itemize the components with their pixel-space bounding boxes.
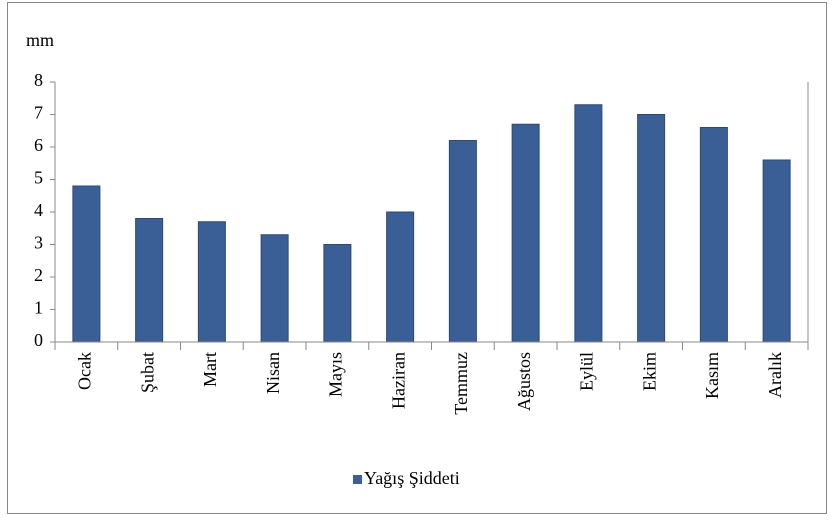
x-tick-label: Aralık — [765, 352, 785, 398]
y-tick-label: 0 — [34, 330, 43, 350]
x-tick-label: Haziran — [388, 352, 408, 409]
x-tick-label: Ocak — [75, 352, 95, 390]
y-tick-label: 2 — [34, 265, 43, 285]
bar — [72, 185, 101, 343]
x-tick-label: Nisan — [263, 352, 283, 394]
bar — [323, 244, 352, 343]
bar — [699, 127, 728, 343]
x-tick-label: Eylül — [577, 352, 597, 391]
y-tick-label: 1 — [34, 298, 43, 318]
bar — [386, 211, 415, 343]
y-tick-label: 3 — [34, 233, 43, 253]
bar — [574, 104, 603, 343]
y-tick-label: 6 — [34, 135, 43, 155]
x-tick-label: Kasım — [702, 352, 722, 399]
legend-swatch — [353, 475, 362, 484]
x-tick-label: Mart — [200, 352, 220, 387]
y-tick-label: 5 — [34, 168, 43, 188]
bar — [260, 234, 289, 343]
bar — [511, 123, 540, 343]
y-tick-label: 4 — [34, 200, 43, 220]
y-tick-label: 7 — [34, 103, 43, 123]
x-tick-label: Ekim — [639, 352, 659, 391]
y-tick-label: 8 — [34, 70, 43, 90]
bar — [197, 221, 226, 343]
bar — [135, 218, 164, 343]
bar — [448, 140, 477, 343]
bar — [762, 159, 791, 343]
legend-label: Yağış Şiddeti — [364, 468, 460, 488]
x-tick-label: Mayıs — [326, 352, 346, 397]
bar — [637, 114, 666, 343]
x-tick-label: Ağustos — [514, 352, 534, 411]
x-tick-label: Temmuz — [451, 352, 471, 415]
y-axis-label: mm — [26, 30, 54, 50]
x-tick-label: Şubat — [137, 352, 157, 393]
